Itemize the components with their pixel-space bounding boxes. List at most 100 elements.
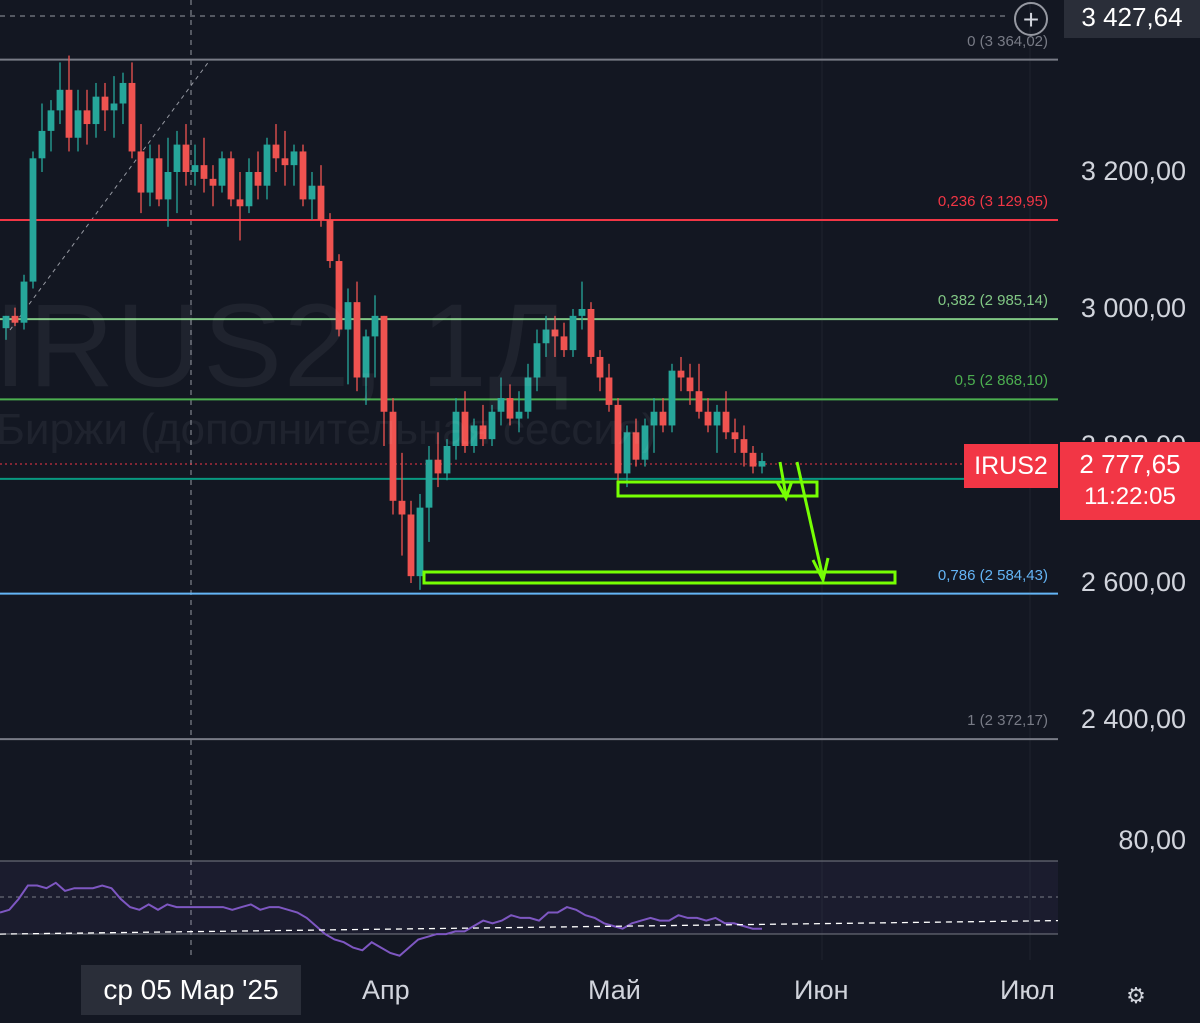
candle-body <box>668 370 676 426</box>
x-tick-label: Июл <box>1000 975 1055 1005</box>
arrow-target <box>795 461 825 579</box>
candle-body <box>398 500 406 515</box>
x-tick-label: Июн <box>794 975 849 1005</box>
last-price-tag: 2 777,65 11:22:05 <box>1060 442 1200 520</box>
candle-body <box>416 507 424 577</box>
candle-body <box>542 329 550 344</box>
exchange-watermark: Биржи (дополнительная сессия) <box>0 405 657 454</box>
candle-body <box>38 130 46 159</box>
candle-body <box>137 151 145 193</box>
candle-body <box>740 439 748 453</box>
bar-countdown: 11:22:05 <box>1084 483 1176 510</box>
candle-body <box>641 425 649 460</box>
candle-body <box>335 261 343 330</box>
plus-circle-icon[interactable]: + <box>1014 2 1048 36</box>
symbol-watermark: IRUS2, 1Д <box>0 280 571 412</box>
candle-body <box>182 144 190 172</box>
rsi-tick-label: 80,00 <box>1118 825 1186 855</box>
candle-body <box>614 404 622 474</box>
candle-body <box>245 172 253 207</box>
candle-body <box>434 459 442 474</box>
fib-trend-line <box>9 59 211 331</box>
candle-body <box>362 336 370 378</box>
candle-body <box>47 110 55 131</box>
candle-body <box>659 411 667 426</box>
candle-body <box>632 432 640 460</box>
candle-body <box>101 96 109 111</box>
candle-body <box>515 411 523 419</box>
x-tick-label: Апр <box>362 975 410 1005</box>
candle-body <box>587 309 595 357</box>
candle-body <box>254 172 262 186</box>
candle-body <box>290 151 298 166</box>
candle-body <box>29 158 37 282</box>
candle-body <box>407 514 415 577</box>
fib-label: 0,236 (3 129,95) <box>937 192 1048 210</box>
candle-body <box>344 302 352 330</box>
candle-body <box>722 411 730 433</box>
candle-body <box>560 336 568 351</box>
candle-body <box>497 398 505 412</box>
candle-body <box>551 329 559 337</box>
y-tick-label: 2 400,00 <box>1080 704 1186 734</box>
support-box-near <box>616 480 819 498</box>
candle-body <box>452 411 460 446</box>
settings-icon[interactable]: ⚙ <box>1126 983 1146 1008</box>
candle-body <box>236 199 244 207</box>
candle-body <box>425 459 433 508</box>
y-tick-label: 2 600,00 <box>1080 567 1186 597</box>
candle-body <box>218 158 226 186</box>
candle-body <box>479 425 487 440</box>
rsi-signal-line <box>0 919 1059 935</box>
arrow-target-head <box>811 557 830 585</box>
candle-body <box>110 103 118 111</box>
candle-body <box>578 309 586 316</box>
candle-body <box>92 96 100 125</box>
x-tick-label: Май <box>588 975 641 1005</box>
candle-body <box>272 144 280 159</box>
candle-body <box>191 165 199 172</box>
arrow-short-head <box>775 480 794 502</box>
candle-body <box>227 158 235 200</box>
candle-body <box>155 158 163 200</box>
candle-body <box>263 144 271 186</box>
candle-body <box>650 411 658 426</box>
candle-body <box>605 377 613 405</box>
candle-body <box>470 425 478 446</box>
candle-body <box>164 172 172 200</box>
candle-body <box>65 89 73 138</box>
candle-body <box>371 315 379 337</box>
candle-body <box>533 343 541 378</box>
candle-body <box>443 446 451 474</box>
candle-body <box>200 165 208 179</box>
y-tick-label: 3 200,00 <box>1080 156 1186 186</box>
candle-body <box>11 315 19 323</box>
candle-body <box>299 151 307 200</box>
candle-body <box>83 110 91 125</box>
y-tick-label: 3 000,00 <box>1080 293 1186 323</box>
candle-body <box>389 411 397 501</box>
candle-body <box>146 158 154 193</box>
candle-body <box>758 461 766 467</box>
candle-body <box>704 411 712 426</box>
candle-body <box>326 219 334 262</box>
candle-body <box>686 377 694 392</box>
candle-body <box>677 370 685 378</box>
candle-body <box>749 452 757 467</box>
candle-body <box>20 281 28 323</box>
candle-body <box>119 82 127 104</box>
fib-label: 0,786 (2 584,43) <box>937 566 1048 584</box>
candle-body <box>128 82 136 152</box>
candle-body <box>74 110 82 138</box>
candle-body <box>317 185 325 220</box>
candle-body <box>506 398 514 419</box>
candle-body <box>623 432 631 474</box>
candle-body <box>308 185 316 200</box>
candle-body <box>488 411 496 440</box>
fib-label: 0,5 (2 868,10) <box>954 372 1048 390</box>
candle-body <box>524 377 532 412</box>
candle-body <box>596 356 604 378</box>
candle-body <box>380 315 388 412</box>
support-box-target <box>422 570 897 585</box>
